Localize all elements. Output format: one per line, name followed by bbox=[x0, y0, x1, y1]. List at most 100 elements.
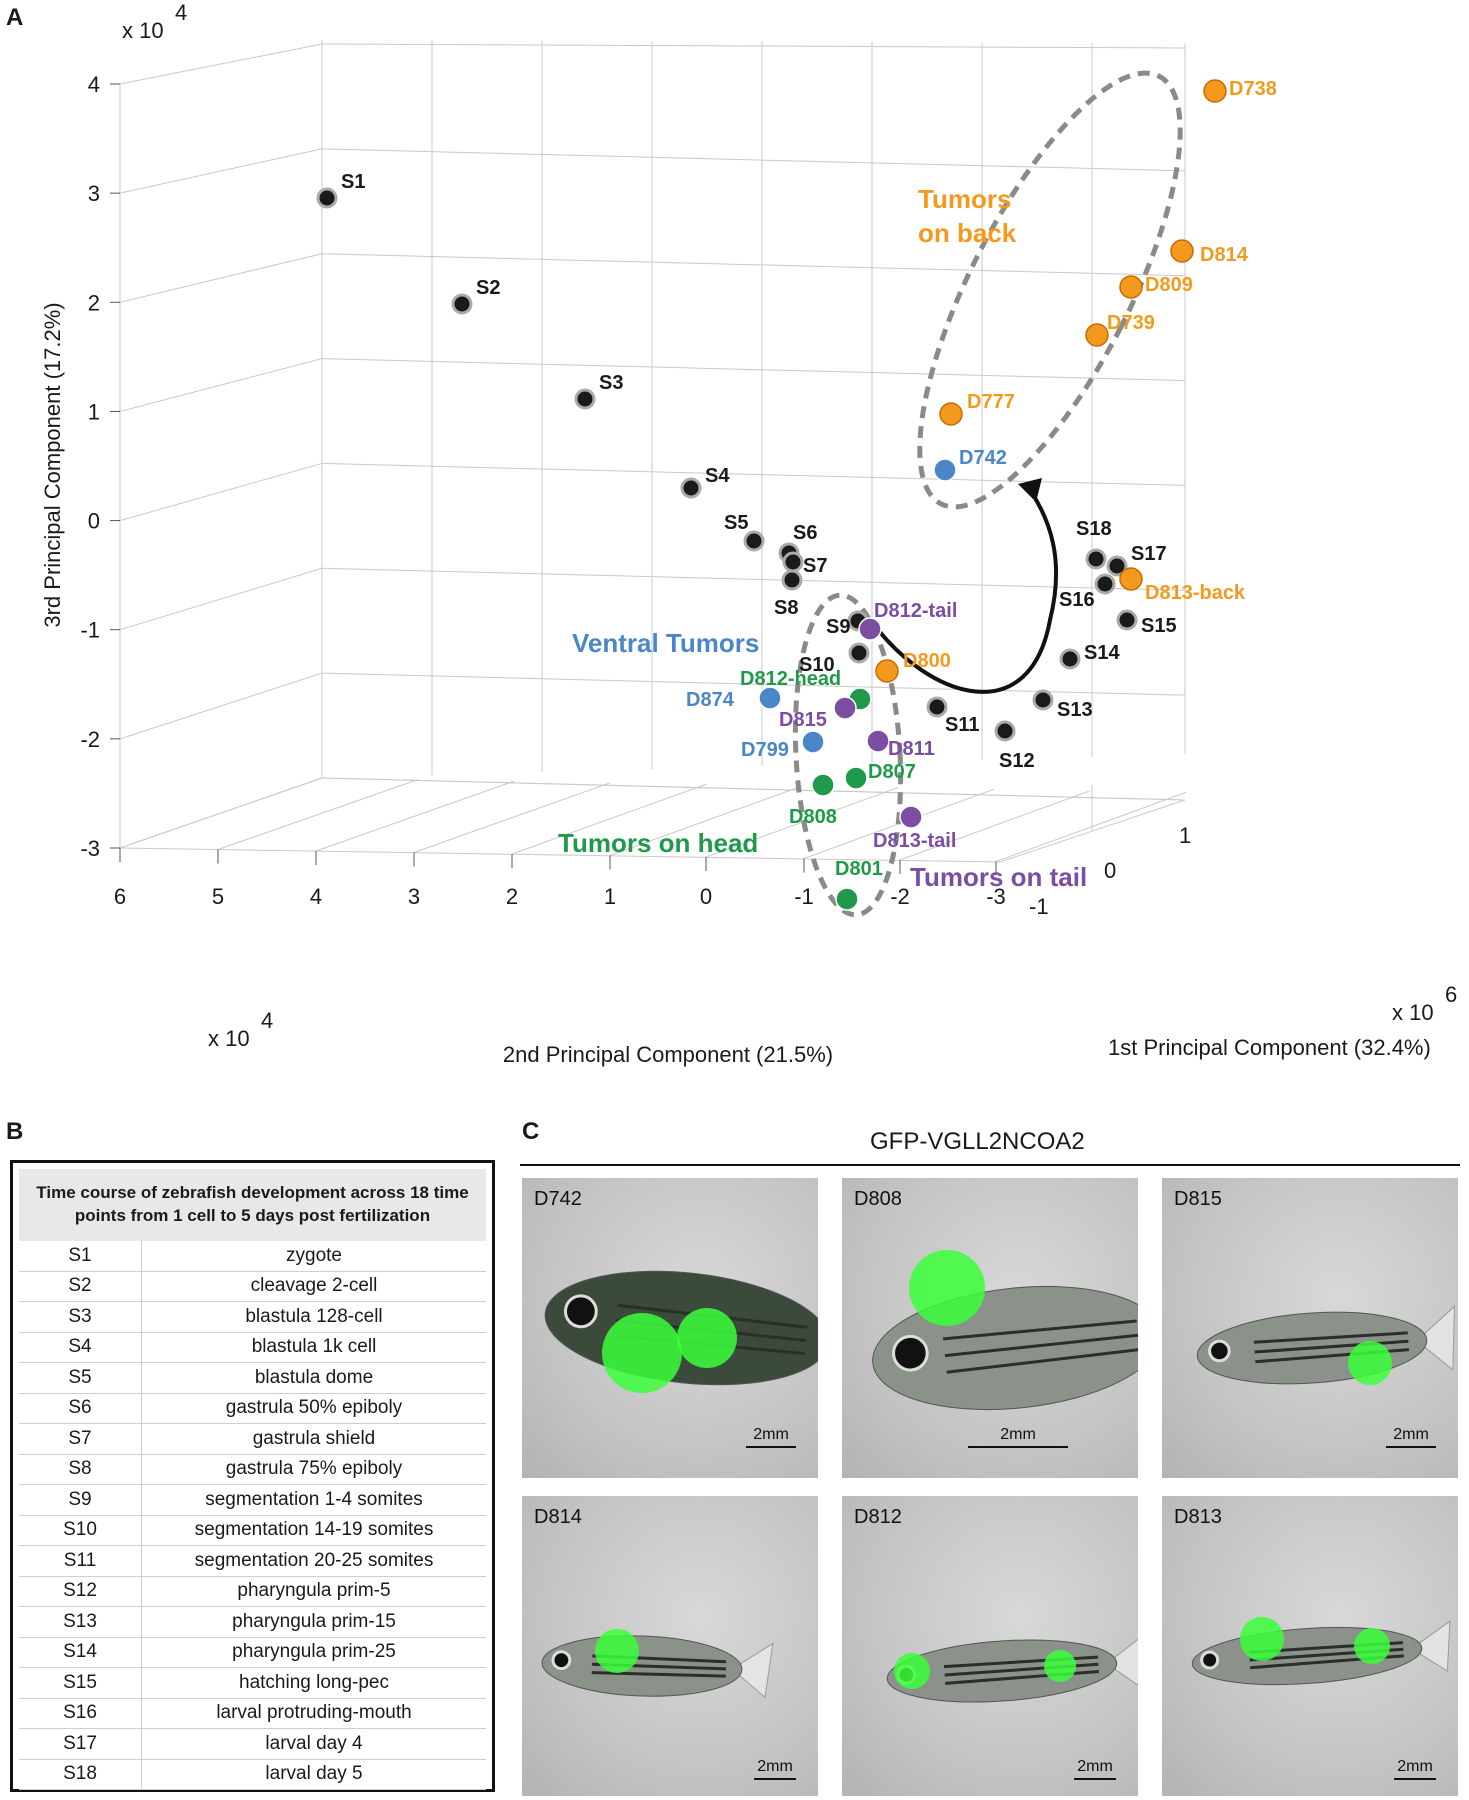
stage-row: S8 gastrula 75% epiboly bbox=[19, 1454, 486, 1485]
fish-tail-fin bbox=[1415, 1305, 1455, 1371]
fish-eye bbox=[1208, 1339, 1231, 1363]
stage-name: gastrula shield bbox=[141, 1423, 486, 1455]
fish-photo-label: D812 bbox=[854, 1506, 902, 1528]
ellipse-head-tail-cluster bbox=[792, 592, 904, 918]
scale-bar: 2mm bbox=[746, 1426, 796, 1448]
chart-ticks: 4 3 2 1 0 -1 -2 -3 6 5 4 3 2 1 0 -1 -2 -3 -1 0 1 bbox=[80, 72, 1191, 919]
point-s15 bbox=[1116, 609, 1138, 631]
fish-photo-label: D814 bbox=[534, 1506, 582, 1528]
point-label-d813-back: D813-back bbox=[1145, 582, 1246, 604]
stage-row: S9 segmentation 1-4 somites bbox=[19, 1484, 486, 1516]
grid-line bbox=[321, 567, 1186, 591]
grid-line bbox=[321, 253, 1186, 277]
grid-line bbox=[119, 43, 323, 85]
scale-bar-line bbox=[1394, 1778, 1436, 1780]
fish-illustration bbox=[886, 1632, 1138, 1703]
point-label-s8: S8 bbox=[774, 597, 798, 619]
point-d800 bbox=[875, 659, 899, 683]
stage-code: S9 bbox=[19, 1484, 142, 1516]
point-label-s6: S6 bbox=[793, 522, 817, 544]
stage-row: S3 blastula 128-cell bbox=[19, 1301, 486, 1333]
z-scale-exp: 4 bbox=[175, 0, 187, 25]
stage-code: S4 bbox=[19, 1332, 142, 1363]
stage-name: zygote bbox=[141, 1241, 486, 1272]
grid-line bbox=[999, 799, 1186, 863]
point-label-d808: D808 bbox=[789, 806, 837, 828]
stage-name: segmentation 1-4 somites bbox=[141, 1484, 486, 1516]
scale-bar: 2mm bbox=[1394, 1758, 1436, 1780]
fish-photo-d742: D742 2mm bbox=[522, 1178, 818, 1478]
point-d813-back bbox=[1119, 567, 1143, 591]
fish-tail-fin bbox=[731, 1642, 774, 1699]
grid-line bbox=[899, 790, 1091, 861]
scale-bar: 2mm bbox=[968, 1426, 1068, 1448]
scale-bar-label: 2mm bbox=[757, 1758, 793, 1775]
fish-eye bbox=[892, 1334, 929, 1372]
stage-row: S1 zygote bbox=[19, 1241, 486, 1272]
point-s10 bbox=[848, 642, 870, 664]
stage-row: S6 gastrula 50% epiboly bbox=[19, 1393, 486, 1424]
point-label-d807: D807 bbox=[868, 761, 916, 783]
stage-code: S14 bbox=[19, 1637, 142, 1668]
x-scale-label: x 10 bbox=[1392, 1000, 1434, 1025]
stage-name: hatching long-pec bbox=[141, 1667, 486, 1699]
x-tick-label: 0 bbox=[1104, 858, 1116, 883]
ellipse-tumors-on-back bbox=[917, 70, 1183, 510]
z-tick-label: 0 bbox=[88, 509, 100, 534]
stage-code: S13 bbox=[19, 1606, 142, 1638]
fish-illustration bbox=[544, 1270, 818, 1393]
point-d801 bbox=[835, 887, 859, 911]
point-d815 bbox=[833, 696, 857, 720]
point-label-s16: S16 bbox=[1059, 589, 1095, 611]
point-s11 bbox=[926, 696, 948, 718]
grid-line bbox=[321, 148, 1186, 172]
fish-illustration bbox=[1191, 1617, 1451, 1686]
scale-bar-label: 2mm bbox=[1397, 1758, 1433, 1775]
fish-illustration bbox=[872, 1250, 1138, 1411]
scale-bar-label: 2mm bbox=[1000, 1426, 1036, 1443]
point-d799 bbox=[801, 730, 825, 754]
stage-table-header: Time course of zebrafish development acr… bbox=[19, 1169, 486, 1241]
stage-row: S13 pharyngula prim-15 bbox=[19, 1606, 486, 1638]
z-tick-label: -2 bbox=[80, 727, 100, 752]
point-s17 bbox=[1106, 555, 1128, 577]
x-axis-label: 1st Principal Component (32.4%) bbox=[1108, 1035, 1431, 1060]
y-tick-label: 4 bbox=[310, 884, 322, 909]
group-label-back-1: Tumors bbox=[918, 184, 1011, 214]
stage-name: blastula dome bbox=[141, 1362, 486, 1394]
point-label-d811: D811 bbox=[888, 738, 935, 760]
stage-code: S7 bbox=[19, 1423, 142, 1455]
stage-row: S7 gastrula shield bbox=[19, 1423, 486, 1455]
stage-name: pharyngula prim-5 bbox=[141, 1576, 486, 1607]
chart-grid bbox=[119, 40, 1187, 863]
chart-group-ellipses bbox=[792, 70, 1183, 918]
scale-bar-line bbox=[1074, 1778, 1116, 1780]
stage-name: larval protruding-mouth bbox=[141, 1698, 486, 1729]
point-s8 bbox=[781, 569, 803, 591]
panel-c-title: GFP-VGLL2NCOA2 bbox=[870, 1128, 1085, 1155]
point-s13 bbox=[1032, 689, 1054, 711]
z-tick-label: 1 bbox=[88, 399, 100, 424]
stage-name: segmentation 20-25 somites bbox=[141, 1545, 486, 1577]
stage-row: S11 segmentation 20-25 somites bbox=[19, 1545, 486, 1577]
stage-code: S10 bbox=[19, 1515, 142, 1546]
point-label-s13: S13 bbox=[1057, 699, 1093, 721]
point-label-d738: D738 bbox=[1229, 78, 1277, 100]
point-label-s1: S1 bbox=[341, 171, 365, 193]
stage-name: cleavage 2-cell bbox=[141, 1271, 486, 1302]
point-s3 bbox=[574, 388, 596, 410]
point-label-s12: S12 bbox=[999, 750, 1035, 772]
point-label-d814: D814 bbox=[1200, 244, 1249, 266]
fish-stripe bbox=[591, 1671, 726, 1678]
fish-eye bbox=[563, 1294, 598, 1329]
grid-line bbox=[315, 780, 515, 852]
grid-line bbox=[413, 782, 611, 853]
fish-photo-d808: D808 2mm bbox=[842, 1178, 1138, 1478]
point-d814 bbox=[1170, 239, 1194, 263]
stage-code: S16 bbox=[19, 1698, 142, 1729]
point-s12 bbox=[994, 720, 1016, 742]
stage-row: S14 pharyngula prim-25 bbox=[19, 1637, 486, 1668]
x-tick-label: -1 bbox=[1029, 894, 1049, 919]
scale-bar-line bbox=[754, 1778, 796, 1780]
